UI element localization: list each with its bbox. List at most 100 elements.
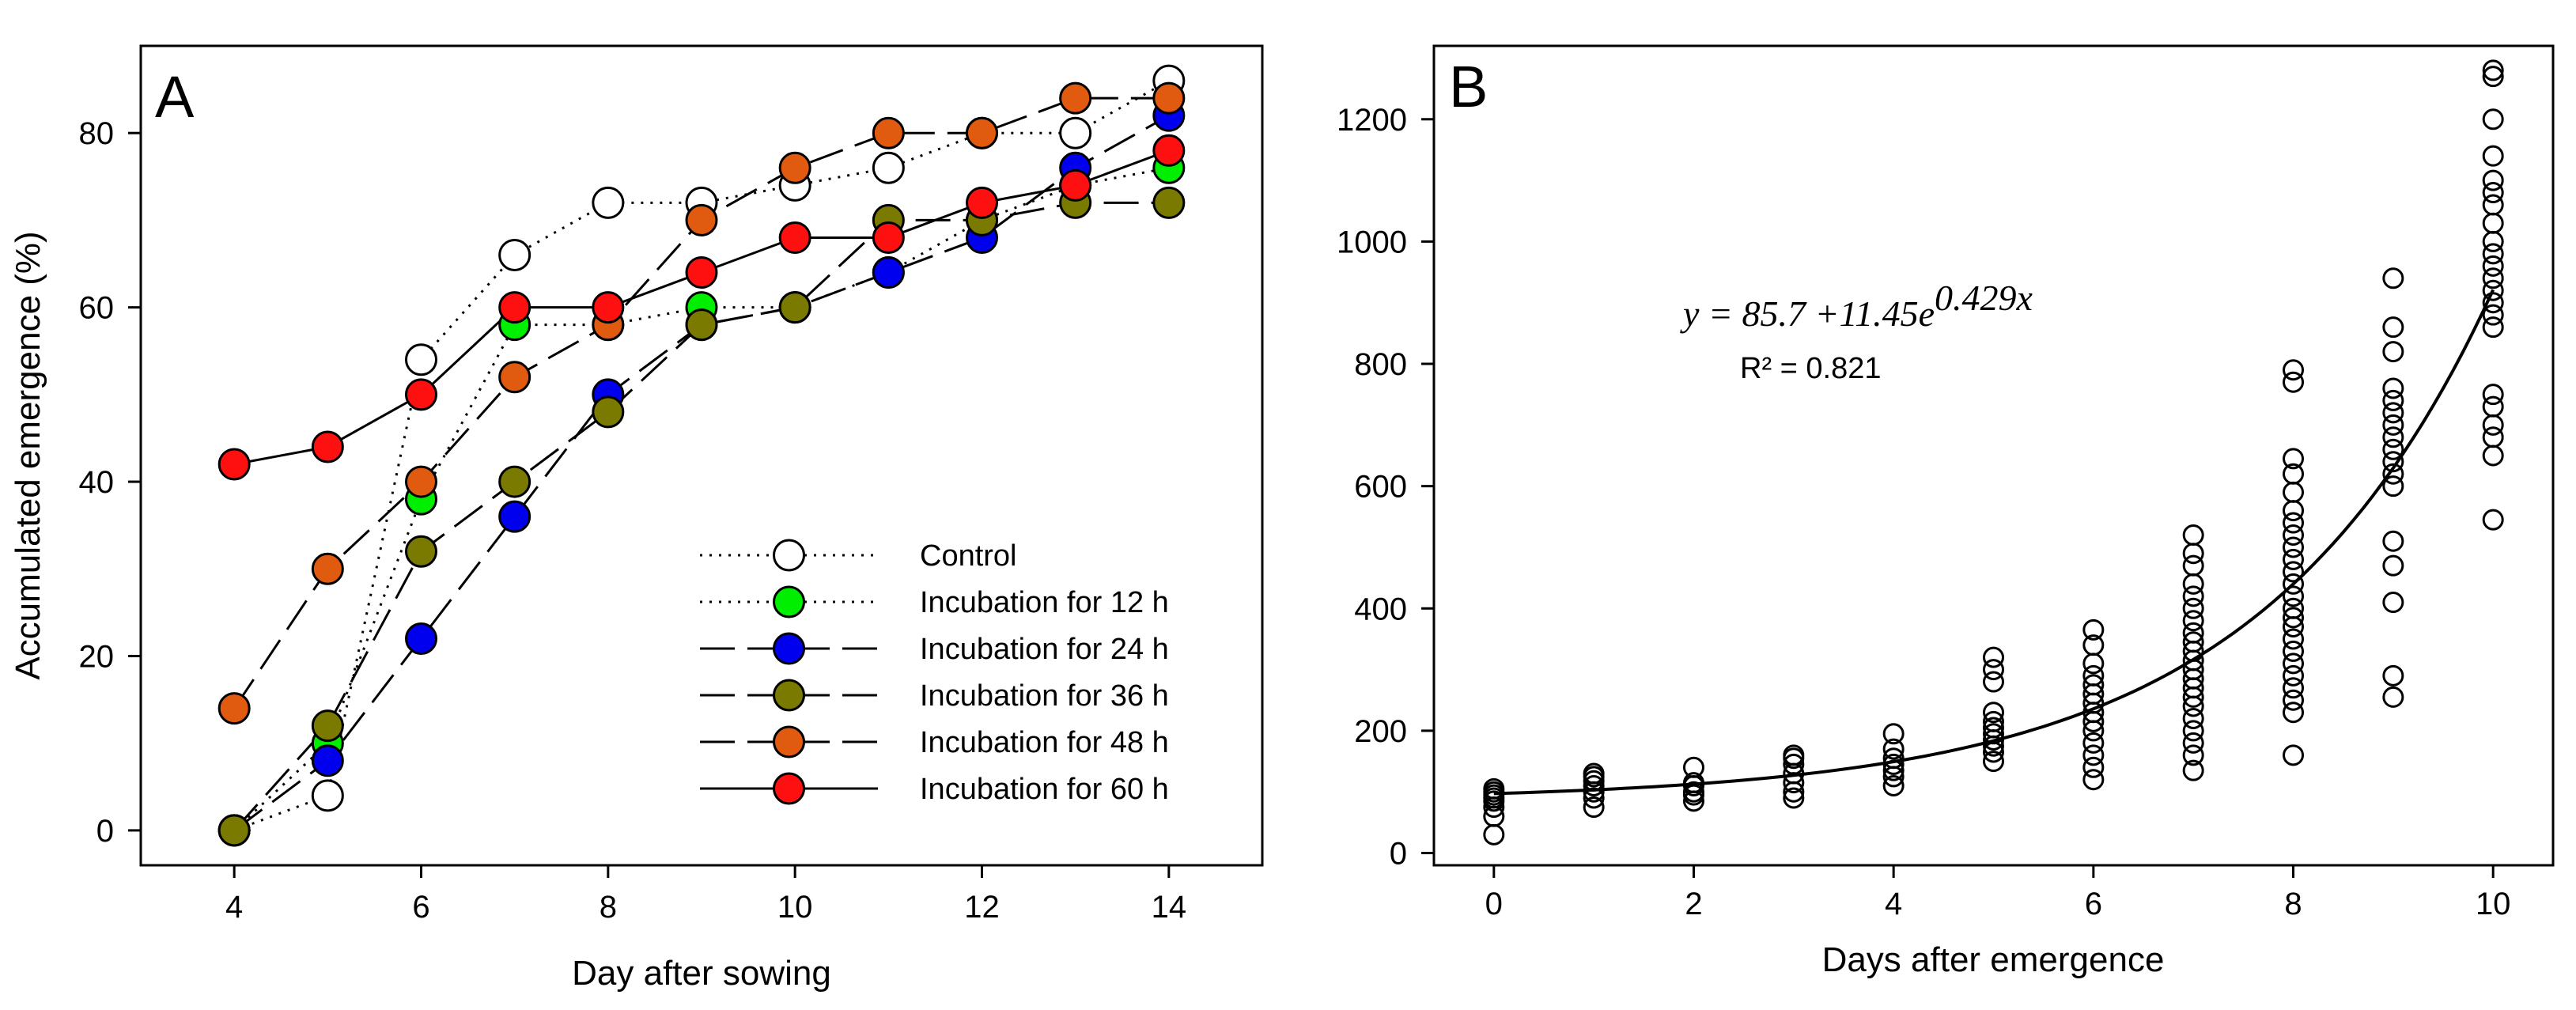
panel-a-y-tick-label: 80 [79, 116, 115, 151]
series-5-point [592, 291, 625, 324]
legend-label-1: Incubation for 12 h [920, 586, 1169, 619]
panel-a-y-tick-label: 40 [79, 465, 115, 500]
scatter-point [2182, 622, 2204, 644]
scatter-point [2382, 554, 2404, 577]
scatter-point [2283, 744, 2305, 766]
scatter-point [2283, 628, 2305, 650]
equation-text: y = 85.7 +11.45e [1680, 293, 1935, 334]
scatter-point [2382, 438, 2404, 460]
panel-a-x-axis-title: Day after sowing [572, 954, 831, 993]
panel-b-y-tick-label: 1000 [1337, 225, 1407, 259]
scatter-point [1983, 717, 2004, 739]
scatter-point [2182, 610, 2204, 632]
scatter-point [2082, 664, 2105, 687]
panel-b-r-squared: R² = 0.821 [1740, 352, 1882, 385]
panel-a-x-tick-label: 12 [964, 890, 1000, 925]
scatter-point [2283, 512, 2305, 534]
scatter-point [2283, 481, 2305, 503]
panel-b-y-tick-label: 0 [1390, 837, 1407, 872]
scatter-point [2482, 304, 2504, 326]
scatter-point [2283, 561, 2305, 583]
scatter-point [2482, 384, 2504, 406]
scatter-point [2482, 194, 2504, 216]
legend-marker-4 [773, 725, 805, 758]
series-4-point [685, 203, 718, 236]
scatter-point [1783, 787, 1805, 809]
series-5-point [218, 448, 251, 481]
panel-b-x-tick-label: 8 [2284, 887, 2302, 921]
scatter-point [2283, 500, 2305, 522]
series-5-point [966, 186, 998, 219]
scatter-point [1983, 723, 2004, 745]
scatter-point [2283, 689, 2305, 711]
scatter-point [2182, 744, 2204, 766]
scatter-point [1882, 738, 1905, 760]
panel-a-y-axis-title: Accumulated emergence (%) [9, 231, 47, 679]
series-0-point [872, 151, 905, 184]
series-4-point [872, 116, 905, 149]
legend-marker-3 [773, 679, 805, 712]
scatter-point [2082, 732, 2105, 754]
scatter-point [2482, 426, 2504, 448]
scatter-point [2283, 702, 2305, 724]
scatter-point [2382, 414, 2404, 436]
series-3-point [685, 308, 718, 342]
scatter-point [2283, 607, 2305, 629]
scatter-point [2482, 145, 2504, 167]
series-4-point [405, 465, 437, 498]
scatter-point [2382, 389, 2404, 411]
scatter-point [2283, 573, 2305, 595]
series-3-point [1152, 186, 1186, 219]
panel-a-x-tick-label: 10 [777, 890, 813, 925]
scatter-point [2283, 463, 2305, 485]
scatter-point [2283, 653, 2305, 675]
scatter-point [2082, 653, 2105, 675]
series-0-point [592, 186, 625, 219]
scatter-point [2283, 371, 2305, 393]
scatter-point [2382, 463, 2404, 485]
scatter-point [2283, 677, 2305, 699]
scatter-point [2283, 448, 2305, 470]
panel-a-label: A [155, 64, 195, 130]
panel-a-x-tick-label: 4 [225, 890, 243, 925]
series-4-point [966, 116, 998, 149]
panel-a-y-tick-label: 0 [96, 814, 114, 849]
scatter-point [2283, 664, 2305, 687]
scatter-point [1682, 756, 1704, 778]
series-3-point [592, 395, 625, 429]
scatter-point [2182, 759, 2204, 781]
panel-b-fit-curve [1493, 289, 2495, 796]
scatter-point [2182, 554, 2204, 577]
scatter-point [1983, 671, 2004, 693]
legend-label-3: Incubation for 36 h [920, 679, 1169, 713]
series-2-point [872, 256, 905, 289]
scatter-point [2482, 279, 2504, 301]
scatter-point [2182, 707, 2204, 729]
series-3-point [311, 709, 344, 743]
panel-b-equation: y = 85.7 +11.45e0.429x [1680, 278, 2033, 334]
panel-b-x-tick-label: 2 [1685, 887, 1702, 921]
scatter-point [2382, 475, 2404, 497]
panel-a-x-tick-label: 8 [600, 890, 617, 925]
legend-marker-5 [773, 772, 805, 805]
series-2-point [498, 500, 531, 533]
scatter-point [2182, 585, 2204, 607]
scatter-point [2482, 66, 2504, 88]
scatter-point [1882, 723, 1905, 745]
panel-a-frame [139, 44, 1264, 867]
scatter-point [2482, 212, 2504, 234]
panel-a-markers [218, 64, 1186, 847]
scatter-point [2082, 634, 2105, 656]
series-2-point [311, 744, 344, 777]
series-4-point [1059, 81, 1092, 115]
series-0-point [1059, 116, 1092, 149]
scatter-point [2382, 664, 2404, 687]
scatter-point [2182, 543, 2204, 565]
scatter-point [2283, 536, 2305, 558]
series-5-point [872, 221, 905, 254]
scatter-point [2283, 359, 2305, 381]
scatter-point [2382, 530, 2404, 552]
series-0-point [405, 343, 437, 376]
series-line-0 [233, 79, 1170, 832]
panel-a-ticks: 4 6 8 10 12 14 0 20 40 60 80 [79, 116, 1187, 925]
